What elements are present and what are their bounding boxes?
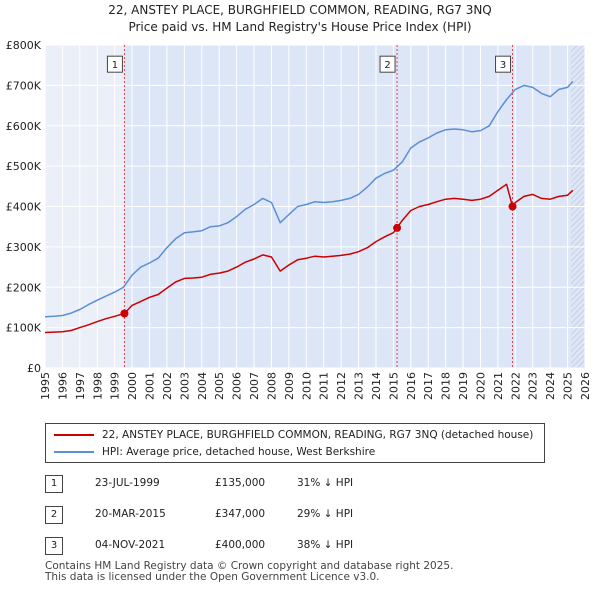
transaction-date: 23-JUL-1999 [95,477,160,489]
x-tick-label: 2014 [370,372,383,400]
x-tick-label: 2010 [300,372,313,400]
footer-copyright: Contains HM Land Registry data © Crown c… [45,560,454,572]
sale-label-box [495,55,512,73]
legend: 22, ANSTEY PLACE, BURGHFIELD COMMON, REA… [45,423,545,463]
legend-item-blue: HPI: Average price, detached house, West… [54,444,375,460]
sale-label-number: 2 [384,60,390,71]
table-row: 1 23-JUL-1999 £135,000 31% ↓ HPI [45,475,585,495]
transaction-hpi-diff: 29% ↓ HPI [297,508,354,520]
x-tick-label: 2022 [509,372,522,400]
y-tick-label: £100K [6,322,42,335]
y-tick-label: £300K [6,241,42,254]
x-tick-label: 2005 [213,372,226,400]
y-tick-label: £0 [27,362,41,375]
price-paid-series-line [44,183,574,334]
sale-point [508,202,517,211]
y-tick-label: £800K [6,39,42,52]
legend-label-red: 22, ANSTEY PLACE, BURGHFIELD COMMON, REA… [102,429,534,441]
sale-label-box [379,55,396,73]
footer-license: This data is licensed under the Open Gov… [45,571,380,583]
x-tick-label: 2008 [265,372,278,400]
blue-line-swatch [54,451,94,453]
x-tick-label: 2019 [457,372,470,400]
transaction-price: £135,000 [215,477,266,489]
x-tick-label: 1997 [74,372,87,400]
transaction-number-badge: 3 [45,537,63,555]
x-tick-label: 2025 [562,372,575,400]
sale-label-number: 1 [112,60,118,71]
x-tick-label: 2012 [335,372,348,400]
x-tick-label: 2003 [178,372,191,400]
transaction-date: 20-MAR-2015 [95,508,166,520]
transaction-hpi-diff: 31% ↓ HPI [297,477,354,489]
legend-item-red: 22, ANSTEY PLACE, BURGHFIELD COMMON, REA… [54,427,533,443]
x-tick-label: 2018 [440,372,453,400]
x-tick-label: 1995 [39,372,52,400]
red-line-swatch [54,434,94,436]
x-tick-label: 1999 [109,372,122,400]
price-chart: £0 £100K £200K £300K £400K £500K £600K £700K £80… [6,39,592,400]
footer: Contains HM Land Registry data © Crown c… [45,561,453,583]
x-tick-label: 2009 [283,372,296,400]
x-tick-label: 2016 [405,372,418,400]
x-tick-label: 2017 [422,372,435,400]
legend-label-blue: HPI: Average price, detached house, West… [102,446,376,458]
transaction-hpi-diff: 38% ↓ HPI [297,539,354,551]
x-tick-label: 2021 [492,372,505,400]
transaction-number-badge: 2 [45,506,63,524]
table-row: 3 04-NOV-2021 £400,000 38% ↓ HPI [45,537,585,557]
transaction-date: 04-NOV-2021 [95,539,166,551]
x-tick-label: 1998 [91,372,104,400]
transaction-number-badge: 1 [45,475,63,493]
x-tick-label: 1996 [56,372,69,400]
x-tick-label: 2000 [126,372,139,400]
x-tick-label: 2023 [527,372,540,400]
chart-subtitle: Price paid vs. HM Land Registry's House … [128,20,472,34]
x-tick-label: 2004 [196,372,209,400]
x-tick-label: 2026 [579,372,592,400]
table-row: 2 20-MAR-2015 £347,000 29% ↓ HPI [45,506,585,526]
y-tick-label: £500K [6,160,42,173]
y-tick-label: £400K [6,201,42,214]
y-tick-label: £700K [6,79,42,92]
x-tick-label: 2015 [387,372,400,400]
x-tick-label: 2002 [161,372,174,400]
x-tick-label: 2024 [544,372,557,400]
x-tick-label: 2007 [248,372,261,400]
hpi-series-line [44,80,574,318]
x-tick-label: 2011 [318,372,331,400]
sale-label-box [106,55,123,73]
x-tick-label: 2013 [353,372,366,400]
chart-title: 22, ANSTEY PLACE, BURGHFIELD COMMON, REA… [108,3,492,17]
x-tick-label: 2006 [231,372,244,400]
x-tick-label: 2001 [144,372,157,400]
x-tick-label: 2020 [474,372,487,400]
y-tick-label: £600K [6,120,42,133]
transaction-price: £400,000 [215,539,266,551]
sale-point [120,309,129,318]
y-tick-label: £200K [6,281,42,294]
sale-label-number: 3 [500,60,506,71]
sale-point [393,223,402,232]
transaction-price: £347,000 [215,508,266,520]
